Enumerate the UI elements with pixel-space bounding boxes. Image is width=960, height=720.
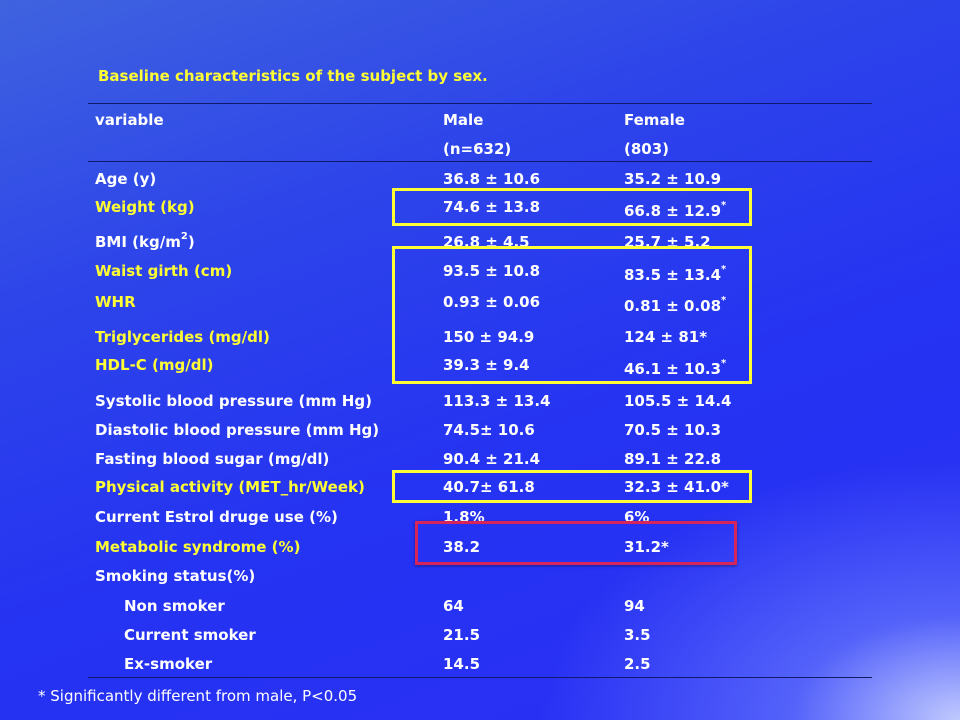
row-male-metabolic-syndrome: 38.2 — [443, 538, 481, 556]
row-label-non-smoker: Non smoker — [124, 597, 225, 615]
value-text: 66.8 ± 12.9 — [624, 202, 722, 220]
bmi-label-superscript: 2 — [180, 231, 188, 242]
bmi-label-close: ) — [187, 233, 195, 251]
row-female-hdl: 46.1 ± 10.3* — [624, 358, 727, 379]
row-male-non-smoker: 64 — [443, 597, 464, 615]
row-female-diastolic: 70.5 ± 10.3 — [624, 421, 722, 439]
highlight-box-metabolic-syndrome — [415, 521, 737, 565]
row-male-age: 36.8 ± 10.6 — [443, 170, 541, 188]
row-label-fbs: Fasting blood sugar (mg/dl) — [95, 450, 330, 468]
row-male-triglycerides: 150 ± 94.9 — [443, 328, 535, 346]
row-label-physical-activity: Physical activity (MET_hr/Week) — [95, 478, 365, 496]
row-label-age: Age (y) — [95, 170, 157, 188]
row-female-physical-activity: 32.3 ± 41.0* — [624, 478, 729, 496]
table-header-rule — [88, 161, 872, 162]
row-label-weight: Weight (kg) — [95, 198, 195, 216]
row-label-estrol: Current Estrol druge use (%) — [95, 508, 338, 526]
row-male-weight: 74.6 ± 13.8 — [443, 198, 541, 216]
row-male-hdl: 39.3 ± 9.4 — [443, 356, 530, 374]
header-male: Male — [443, 111, 484, 129]
row-female-fbs: 89.1 ± 22.8 — [624, 450, 722, 468]
row-label-current-smoker: Current smoker — [124, 626, 256, 644]
highlight-box-waist-to-hdl — [392, 246, 752, 384]
row-female-current-smoker: 3.5 — [624, 626, 651, 644]
row-male-whr: 0.93 ± 0.06 — [443, 293, 541, 311]
row-female-systolic: 105.5 ± 14.4 — [624, 392, 732, 410]
highlight-box-weight — [392, 188, 752, 226]
footnote: * Significantly different from male, P<0… — [38, 687, 358, 705]
row-female-age: 35.2 ± 10.9 — [624, 170, 722, 188]
significance-mark: * — [721, 358, 727, 369]
value-text: 0.81 ± 0.08 — [624, 297, 722, 315]
row-female-triglycerides: 124 ± 81* — [624, 328, 708, 346]
row-male-systolic: 113.3 ± 13.4 — [443, 392, 551, 410]
significance-mark: * — [721, 295, 727, 306]
row-label-triglycerides: Triglycerides (mg/dl) — [95, 328, 270, 346]
significance-mark: * — [721, 200, 727, 211]
row-male-current-smoker: 21.5 — [443, 626, 481, 644]
row-female-weight: 66.8 ± 12.9* — [624, 200, 727, 221]
row-male-ex-smoker: 14.5 — [443, 655, 481, 673]
row-label-diastolic: Diastolic blood pressure (mm Hg) — [95, 421, 380, 439]
row-label-hdl: HDL-C (mg/dl) — [95, 356, 214, 374]
row-female-whr: 0.81 ± 0.08* — [624, 295, 727, 316]
row-male-physical-activity: 40.7± 61.8 — [443, 478, 535, 496]
row-label-smoking-status: Smoking status(%) — [95, 567, 256, 585]
row-label-waist: Waist girth (cm) — [95, 262, 233, 280]
value-text: 46.1 ± 10.3 — [624, 360, 722, 378]
header-male-n: (n=632) — [443, 140, 512, 158]
row-label-whr: WHR — [95, 293, 136, 311]
value-text: 83.5 ± 13.4 — [624, 266, 722, 284]
row-label-metabolic-syndrome: Metabolic syndrome (%) — [95, 538, 301, 556]
row-female-metabolic-syndrome: 31.2* — [624, 538, 669, 556]
header-female-n: (803) — [624, 140, 670, 158]
header-female: Female — [624, 111, 685, 129]
row-male-diastolic: 74.5± 10.6 — [443, 421, 535, 439]
row-label-ex-smoker: Ex-smoker — [124, 655, 213, 673]
significance-mark: * — [721, 264, 727, 275]
table-bottom-rule — [88, 677, 872, 678]
row-label-systolic: Systolic blood pressure (mm Hg) — [95, 392, 372, 410]
row-male-fbs: 90.4 ± 21.4 — [443, 450, 541, 468]
row-female-non-smoker: 94 — [624, 597, 645, 615]
bmi-label-text: BMI (kg/m — [95, 233, 181, 251]
row-label-bmi: BMI (kg/m2) — [95, 231, 195, 252]
header-variable: variable — [95, 111, 164, 129]
slide-title: Baseline characteristics of the subject … — [98, 67, 488, 85]
row-female-ex-smoker: 2.5 — [624, 655, 651, 673]
row-female-waist: 83.5 ± 13.4* — [624, 264, 727, 285]
row-male-waist: 93.5 ± 10.8 — [443, 262, 541, 280]
highlight-box-physical-activity — [392, 470, 752, 503]
table-top-rule — [88, 103, 872, 104]
